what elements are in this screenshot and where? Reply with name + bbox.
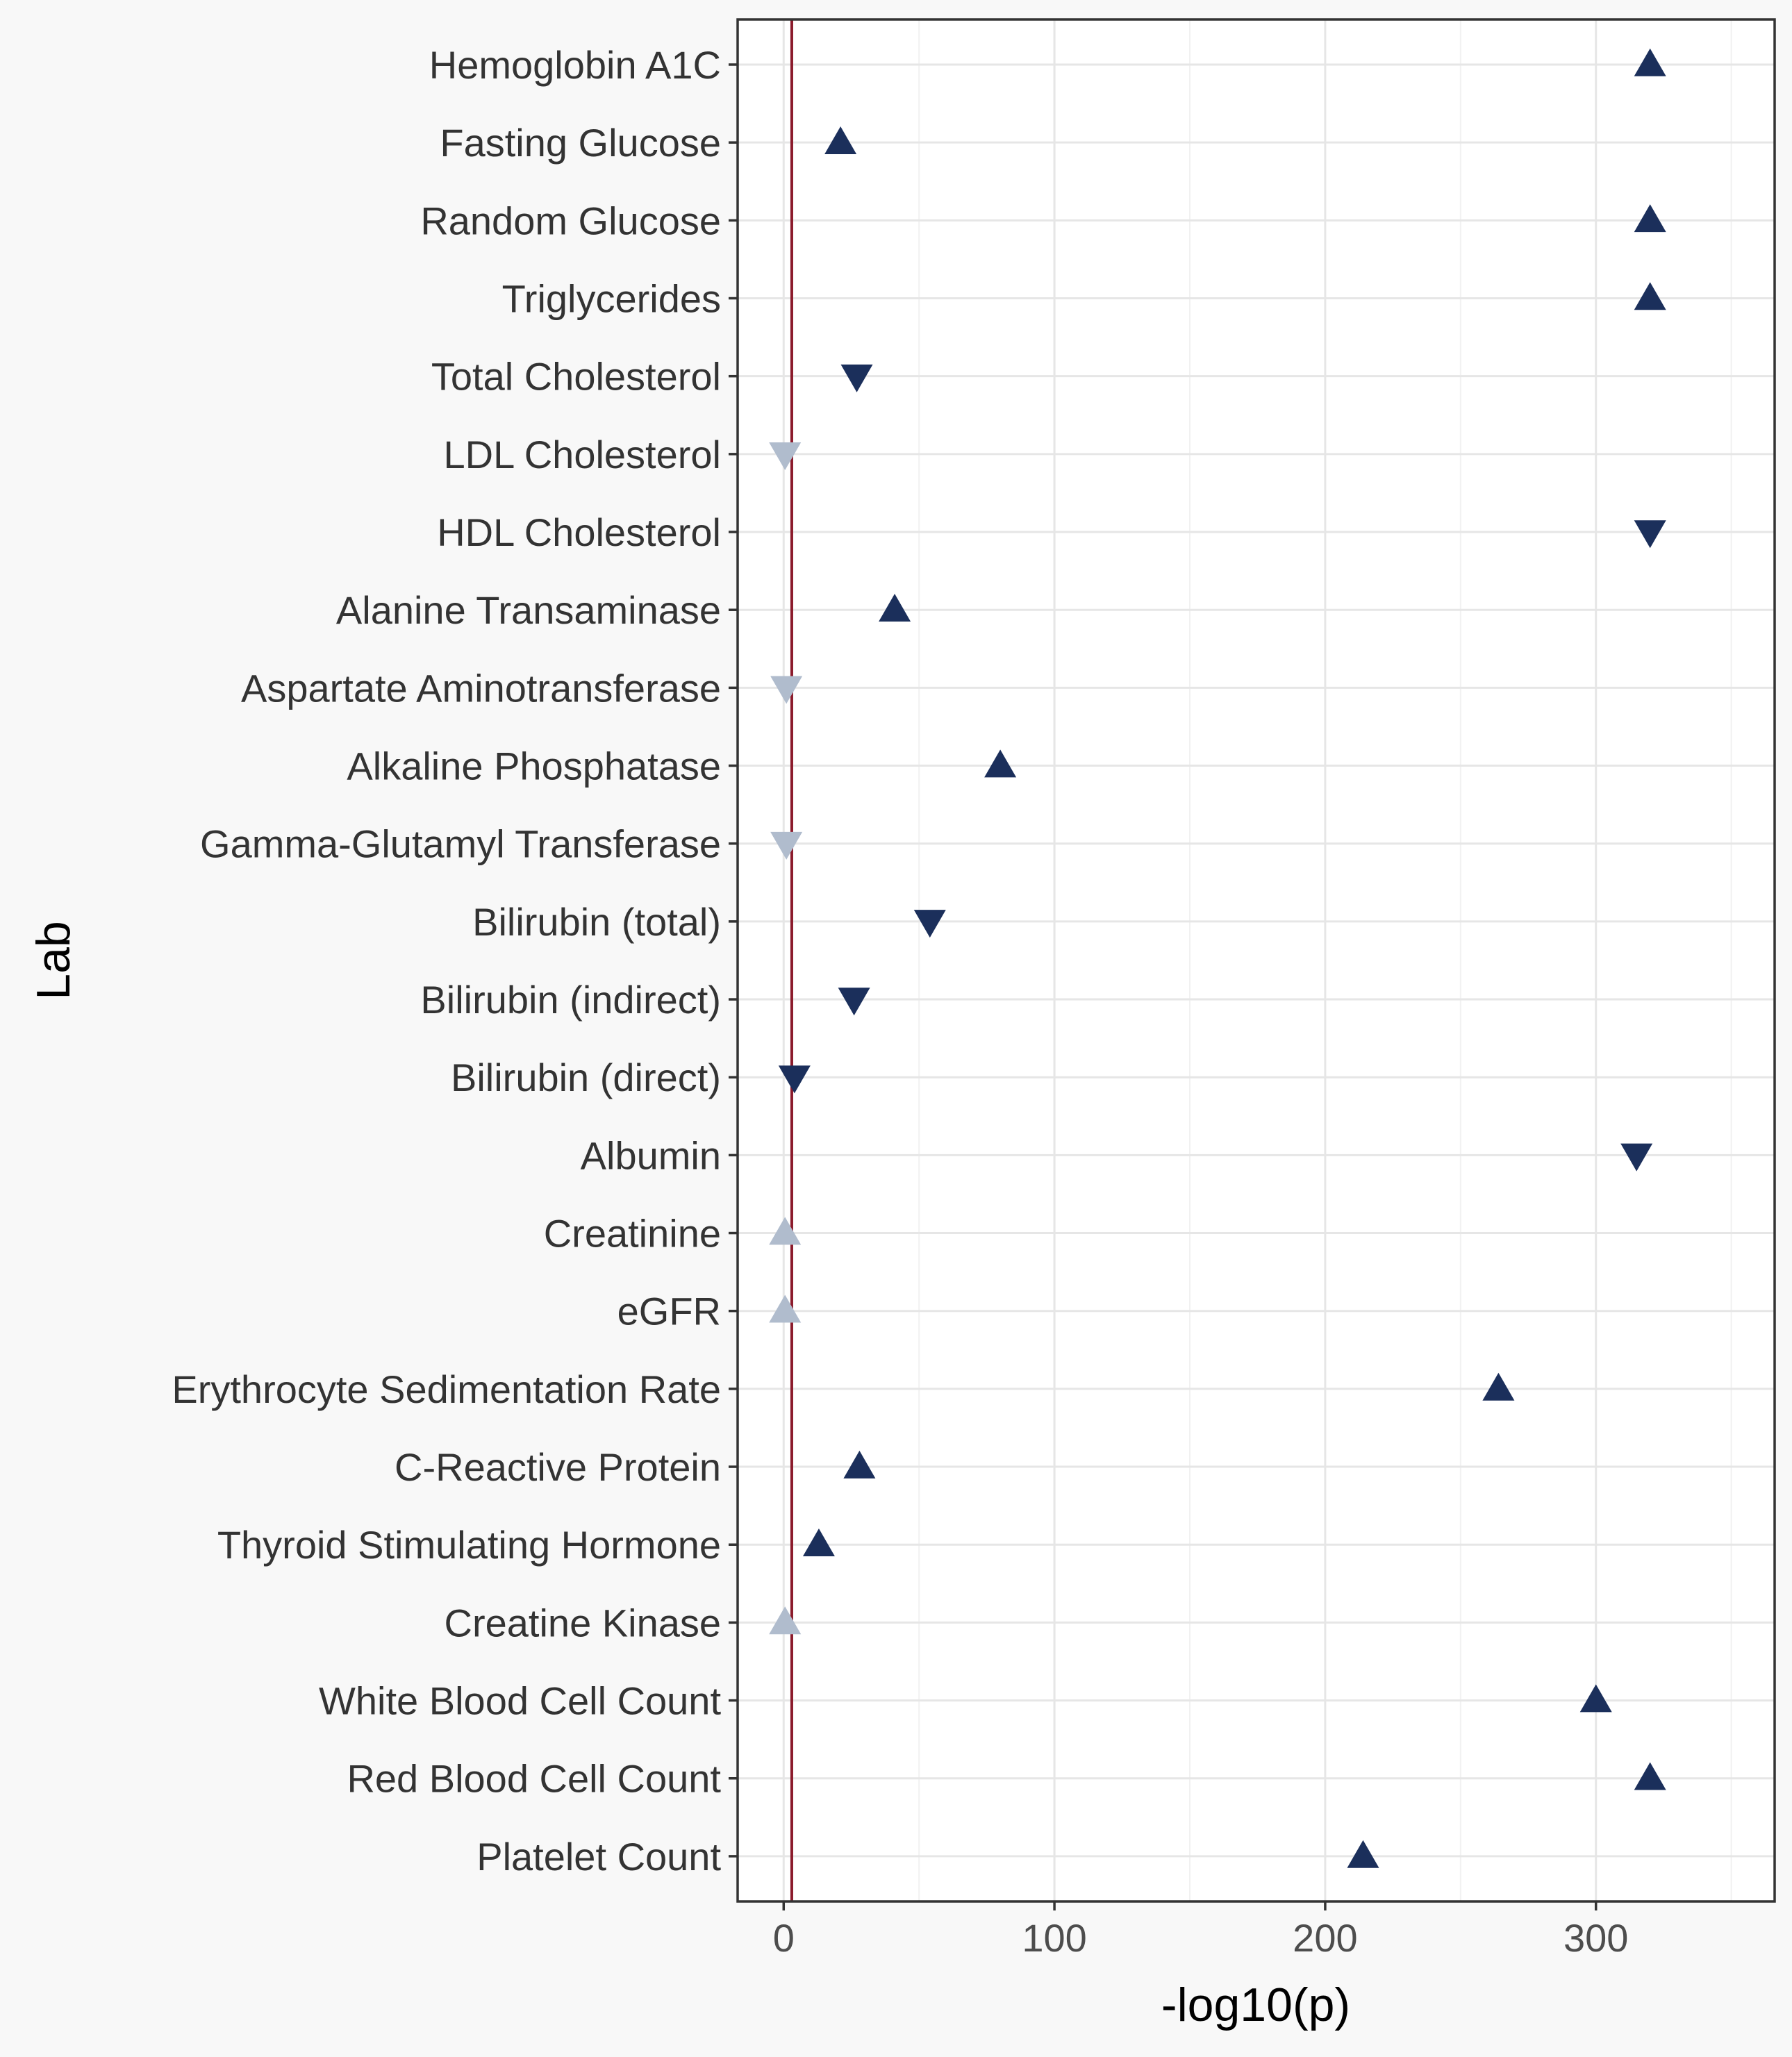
y-tick-label: Albumin [581, 1133, 721, 1177]
y-tick-label: Total Cholesterol [431, 355, 721, 399]
data-points [769, 48, 1666, 1868]
x-tick-label: 200 [1293, 1916, 1357, 1960]
grid-minor [918, 19, 1732, 1901]
point-triangle-up [843, 1450, 876, 1479]
y-tick-label: eGFR [617, 1290, 721, 1333]
y-tick-label: Creatinine [544, 1212, 721, 1256]
y-tick-label: White Blood Cell Count [319, 1679, 721, 1723]
point-triangle-up [802, 1529, 835, 1557]
x-tick-label: 0 [773, 1916, 795, 1960]
point-triangle-up [1634, 282, 1666, 310]
point-triangle-down [769, 442, 802, 471]
point-triangle-down [1634, 520, 1666, 549]
point-triangle-up [1634, 204, 1666, 233]
y-tick-label: Alanine Transaminase [336, 588, 721, 632]
y-tick-label: Bilirubin (direct) [451, 1056, 721, 1099]
point-triangle-up [769, 1294, 802, 1323]
x-axis: 0 100 200 300 [773, 1901, 1628, 1960]
point-triangle-up [879, 593, 911, 622]
y-tick-label: C-Reactive Protein [395, 1445, 721, 1489]
y-tick-label: Fasting Glucose [440, 121, 721, 165]
y-tick-label: Gamma-Glutamyl Transferase [200, 822, 721, 866]
point-triangle-down [1620, 1143, 1653, 1172]
y-tick-label: Thyroid Stimulating Hormone [217, 1523, 721, 1567]
point-triangle-up [984, 749, 1017, 778]
point-triangle-down [770, 676, 803, 704]
point-triangle-up [824, 126, 857, 154]
point-triangle-up [1482, 1372, 1515, 1401]
y-tick-label: Platelet Count [476, 1835, 721, 1879]
y-tick-label: Random Glucose [420, 199, 721, 242]
y-tick-label: LDL Cholesterol [444, 433, 721, 476]
point-triangle-up [1634, 48, 1666, 76]
x-tick-label: 100 [1022, 1916, 1086, 1960]
point-triangle-down [840, 364, 873, 392]
y-tick-label: Red Blood Cell Count [347, 1757, 721, 1801]
y-tick-label: Triglycerides [502, 277, 721, 321]
y-tick-label: HDL Cholesterol [437, 510, 721, 554]
x-tick-label: 300 [1563, 1916, 1628, 1960]
x-axis-title: -log10(p) [1161, 1979, 1350, 2031]
y-axis-title: Lab [27, 921, 80, 999]
y-tick-label: Bilirubin (indirect) [420, 978, 721, 1022]
grid-major [738, 19, 1775, 1901]
point-triangle-down [913, 910, 946, 938]
y-tick-label: Hemoglobin A1C [429, 43, 721, 87]
point-triangle-up [1579, 1684, 1612, 1713]
point-triangle-down [778, 1065, 811, 1094]
y-tick-label: Bilirubin (total) [472, 900, 721, 944]
point-triangle-up [1347, 1840, 1379, 1868]
y-tick-label: Erythrocyte Sedimentation Rate [172, 1367, 721, 1411]
plot-panel [738, 19, 1775, 1901]
panel-border [736, 18, 1776, 1903]
point-triangle-up [769, 1217, 802, 1245]
point-triangle-down [770, 831, 803, 860]
point-triangle-down [838, 988, 870, 1016]
y-tick-label: Alkaline Phosphatase [347, 744, 721, 788]
point-triangle-up [769, 1606, 802, 1635]
y-tick-label: Aspartate Aminotransferase [241, 666, 721, 710]
y-tick-label: Creatine Kinase [445, 1601, 721, 1644]
y-axis: Hemoglobin A1C Fasting Glucose Random Gluc… [172, 43, 738, 1879]
point-triangle-up [1634, 1762, 1666, 1790]
